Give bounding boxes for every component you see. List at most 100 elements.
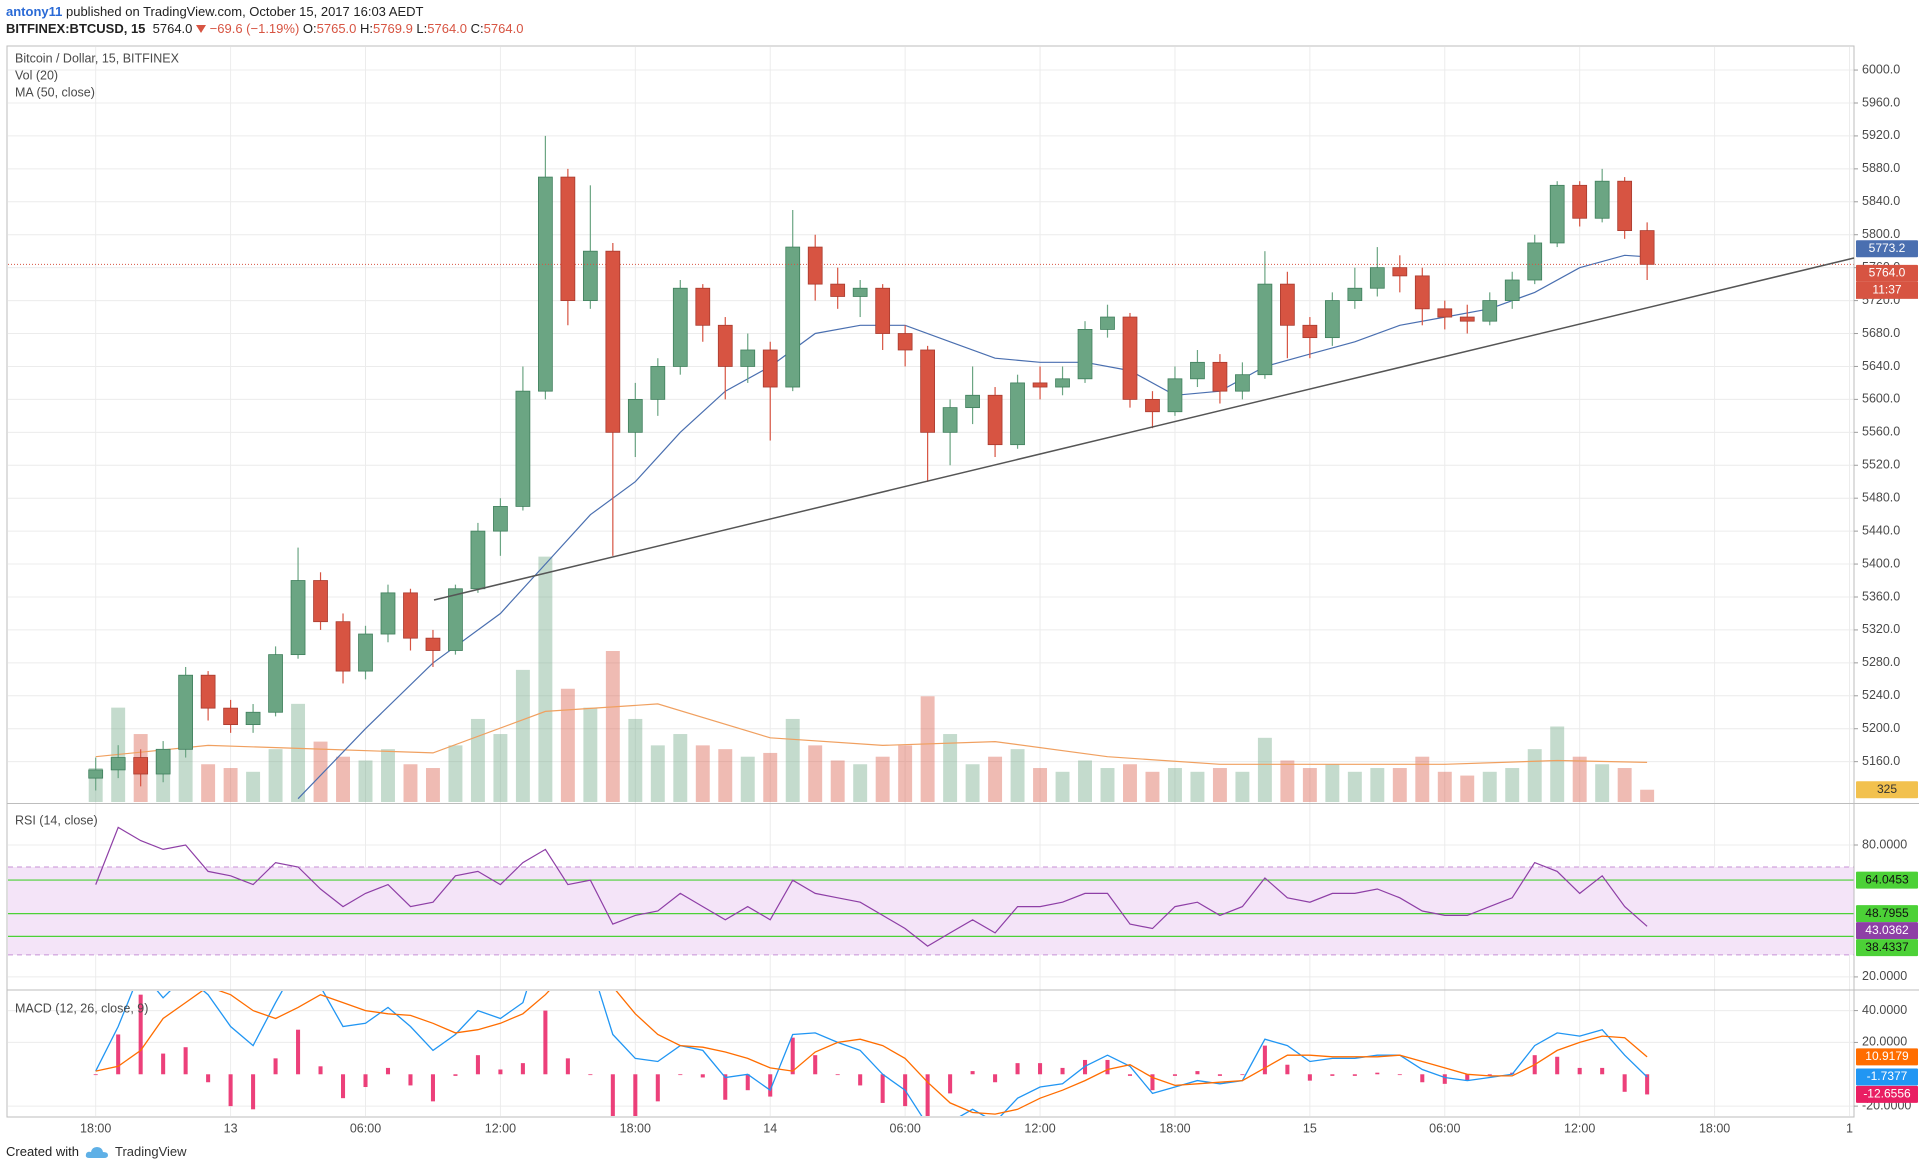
- volume-bar: [1415, 756, 1430, 802]
- volume-bar: [898, 745, 913, 802]
- candle-body: [1235, 374, 1250, 392]
- publish-line: antony11 published on TradingView.com, O…: [6, 3, 523, 20]
- ma-line: [297, 254, 1648, 800]
- volume-bar: [718, 749, 733, 802]
- y-tick-label: 5280.0: [1862, 655, 1900, 669]
- countdown: 11:37: [1872, 283, 1901, 297]
- x-tick-label: 14: [763, 1121, 777, 1135]
- macd-hist-bar: [1600, 1067, 1605, 1075]
- rsi-last-label: 43.0362: [1865, 923, 1909, 937]
- y-tick-label: 5480.0: [1862, 490, 1900, 504]
- volume-bar: [1482, 771, 1497, 802]
- macd-hist-bar: [1397, 1074, 1402, 1076]
- candle-body: [448, 588, 463, 651]
- candle-body: [358, 633, 373, 672]
- footer: Created with TradingView: [6, 1144, 187, 1159]
- volume-bar: [1437, 771, 1452, 802]
- macd-hist-bar: [453, 1074, 458, 1076]
- volume-bar: [403, 764, 418, 802]
- author[interactable]: antony11: [6, 4, 63, 19]
- volume-bar: [538, 556, 553, 802]
- ma-last-label-bg: [1856, 240, 1918, 258]
- x-tick-label: 18:00: [80, 1121, 111, 1135]
- volume-legend: Vol (20): [15, 68, 58, 82]
- volume-bar: [470, 718, 485, 802]
- macd-last-label-bg: [1856, 1068, 1918, 1086]
- volume-bar: [1100, 768, 1115, 802]
- rsi-level-label: 38.4337: [1865, 940, 1909, 954]
- macd-hist-bar: [1352, 1074, 1357, 1076]
- candle-body: [110, 757, 126, 771]
- y-tick-label: 5680.0: [1862, 326, 1900, 340]
- macd-hist-bar: [1555, 1056, 1560, 1075]
- candle-body: [1167, 378, 1183, 413]
- macd-hist-bar: [251, 1074, 256, 1110]
- candle-body: [1212, 361, 1228, 392]
- y-tick-label: 5920.0: [1862, 128, 1900, 142]
- candle-body: [1549, 184, 1565, 244]
- y-tick-label: 5400.0: [1862, 556, 1900, 570]
- macd-hist-bar: [925, 1074, 930, 1116]
- candle-body: [582, 250, 598, 301]
- volume-bar: [808, 745, 823, 802]
- candle-body: [245, 711, 261, 726]
- volume-ma: [95, 703, 1648, 765]
- candle-body: [1055, 378, 1070, 388]
- countdown-bg: [1856, 281, 1918, 299]
- rsi-pane: [8, 826, 1854, 956]
- ohlc-o-val: 5765.0: [316, 21, 357, 36]
- macd-last-label: 10.9179: [1865, 1049, 1909, 1063]
- volume-bar: [650, 745, 665, 802]
- volume-bar: [1280, 760, 1295, 802]
- macd-hist-bar: [138, 994, 143, 1075]
- price-pane: [8, 135, 1854, 802]
- macd-hist-bar: [1420, 1074, 1425, 1083]
- macd-hist-bar: [1060, 1067, 1065, 1075]
- candle-body: [1077, 329, 1093, 380]
- volume-bar: [1347, 771, 1362, 802]
- candle-body: [1527, 242, 1543, 281]
- candle-body: [740, 349, 756, 367]
- rsi-level-label: 64.0453: [1865, 872, 1909, 886]
- rsi-level-label: 48.7955: [1865, 906, 1909, 920]
- y-tick-label: 5320.0: [1862, 622, 1900, 636]
- macd-hist-bar: [1307, 1074, 1312, 1081]
- candle-body: [830, 283, 846, 297]
- candle-body: [1414, 275, 1430, 310]
- volume-bar: [673, 734, 688, 802]
- candle-body: [1572, 184, 1588, 219]
- macd-line: [95, 991, 1648, 1116]
- macd-hist-bar: [1082, 1059, 1088, 1075]
- candle-body: [987, 394, 1003, 446]
- candle-body: [717, 324, 733, 367]
- candle-body: [1594, 180, 1610, 219]
- macd-hist-bar: [340, 1074, 346, 1099]
- macd-hist-bar: [723, 1074, 728, 1100]
- rsi-level-label-bg: [1856, 871, 1918, 889]
- brand[interactable]: TradingView: [114, 1144, 187, 1159]
- candle-body: [88, 769, 104, 779]
- volume-bar: [763, 752, 778, 802]
- macd-hist-bar: [1645, 1074, 1650, 1095]
- volume-bar: [1550, 726, 1565, 802]
- volume-last-label-bg: [1856, 781, 1918, 799]
- candle-body: [1302, 324, 1318, 339]
- candle-body: [133, 757, 149, 775]
- macd-hist-bar: [880, 1074, 885, 1103]
- x-tick-label: 06:00: [350, 1121, 381, 1135]
- volume-bar: [1370, 768, 1385, 802]
- volume-bar: [381, 749, 395, 802]
- macd-hist-bar: [813, 1055, 818, 1075]
- created-with: Created with: [6, 1144, 79, 1159]
- y-tick-label: 40.0000: [1862, 1003, 1907, 1017]
- candle-body: [1280, 283, 1295, 326]
- macd-hist-bar: [1285, 1064, 1290, 1075]
- chart: 18:00 13 06:00 12:00 18:00 14 06:00 12:00 18:00 1…: [6, 45, 1919, 1135]
- y-tick-label: 5240.0: [1862, 688, 1900, 702]
- macd-hist-bar: [1150, 1074, 1155, 1091]
- macd-hist-last-label: -12.6556: [1863, 1087, 1911, 1101]
- candle-body: [200, 674, 216, 709]
- volume-bar: [1527, 749, 1542, 802]
- volume-bar: [583, 707, 598, 802]
- candle-body: [493, 506, 508, 532]
